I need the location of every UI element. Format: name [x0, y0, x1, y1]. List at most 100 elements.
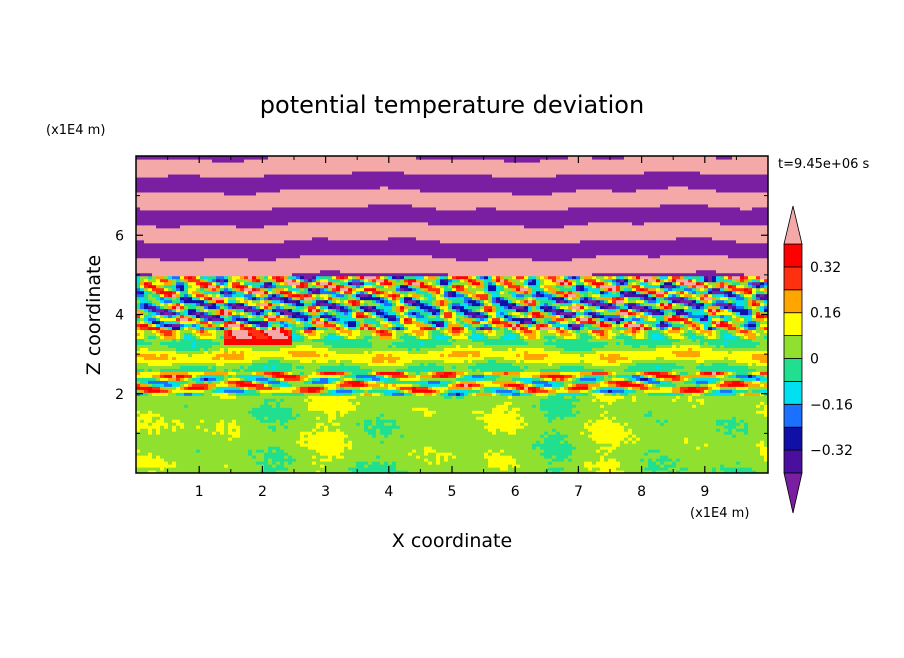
field-cell [312, 308, 317, 313]
field-cell [292, 308, 297, 313]
field-cell [540, 299, 553, 304]
field-cell [564, 416, 605, 420]
field-cell [300, 434, 305, 438]
field-cell [496, 377, 513, 381]
field-cell [608, 416, 613, 420]
field-cell [500, 281, 505, 286]
field-cell [524, 302, 529, 307]
field-cell [732, 389, 737, 393]
field-cell [304, 392, 321, 396]
field-cell [412, 449, 417, 453]
field-cell [208, 293, 213, 298]
field-cell [512, 386, 517, 390]
field-cell [704, 341, 709, 346]
field-cell [332, 311, 337, 316]
field-cell [216, 275, 225, 280]
field-cell [672, 293, 677, 298]
field-cell [524, 278, 529, 283]
field-cell [400, 314, 405, 319]
field-cell [588, 428, 625, 432]
field-cell [644, 452, 649, 456]
field-cell [344, 380, 349, 384]
field-cell [304, 305, 309, 310]
field-cell [708, 290, 713, 295]
field-cell [248, 452, 253, 456]
field-cell [280, 275, 285, 280]
field-cell [336, 413, 341, 417]
field-cell [176, 329, 181, 334]
field-cell [284, 380, 289, 384]
field-cell [244, 299, 249, 304]
field-cell [344, 362, 369, 366]
field-cell [528, 302, 537, 307]
field-cell [196, 302, 201, 307]
field-cell [212, 317, 221, 322]
field-cell [304, 338, 313, 343]
field-cell [564, 326, 569, 331]
field-cell [456, 344, 461, 348]
field-cell [288, 287, 293, 292]
field-cell [188, 380, 197, 384]
field-cell [396, 389, 401, 393]
field-cell [676, 464, 721, 468]
field-cell [284, 311, 293, 316]
field-cell [184, 377, 189, 381]
field-cell [464, 293, 469, 298]
field-cell [148, 368, 153, 372]
field-cell [392, 293, 397, 298]
field-cell [732, 305, 737, 310]
field-cell [620, 311, 629, 316]
time-label: t=9.45e+06 s [778, 157, 870, 172]
field-cell [204, 278, 209, 283]
field-cell [684, 365, 697, 369]
field-cell [592, 329, 605, 334]
field-cell [568, 317, 573, 322]
field-cell [212, 314, 217, 319]
field-cell [588, 302, 593, 307]
field-cell [260, 287, 265, 292]
field-cell [372, 326, 377, 331]
field-cell [604, 455, 661, 459]
field-cell [392, 281, 397, 286]
field-cell [336, 287, 341, 292]
field-cell [500, 317, 505, 322]
field-cell [200, 347, 205, 351]
field-cell [400, 284, 409, 289]
field-cell [192, 335, 197, 340]
field-cell [404, 326, 409, 331]
field-cell [664, 287, 669, 292]
field-cell [452, 350, 481, 354]
field-cell [356, 323, 361, 328]
field-cell [372, 344, 389, 348]
field-cell [440, 293, 445, 298]
field-cell [696, 278, 701, 283]
field-cell [456, 293, 465, 298]
field-cell [444, 326, 449, 331]
field-cell [632, 281, 637, 286]
field-cell [708, 314, 713, 319]
field-cell [700, 275, 705, 280]
field-cell [736, 239, 768, 244]
field-cell [640, 437, 685, 441]
field-cell [180, 338, 213, 343]
field-cell [488, 317, 493, 322]
field-cell [732, 314, 737, 319]
field-cell [524, 368, 541, 372]
field-cell [560, 440, 565, 444]
field-cell [632, 305, 645, 310]
field-cell [292, 296, 297, 301]
field-cell [156, 290, 161, 295]
field-cell [588, 287, 601, 292]
colorbar-segment [783, 335, 803, 359]
field-cell [212, 311, 217, 316]
field-cell [516, 431, 545, 435]
field-cell [724, 470, 757, 473]
field-cell [552, 293, 557, 298]
field-cell [612, 371, 617, 375]
field-cell [600, 278, 605, 283]
field-cell [580, 287, 585, 292]
field-cell [148, 305, 157, 310]
field-cell [308, 398, 313, 402]
field-cell [440, 311, 445, 316]
field-cell [524, 380, 533, 384]
